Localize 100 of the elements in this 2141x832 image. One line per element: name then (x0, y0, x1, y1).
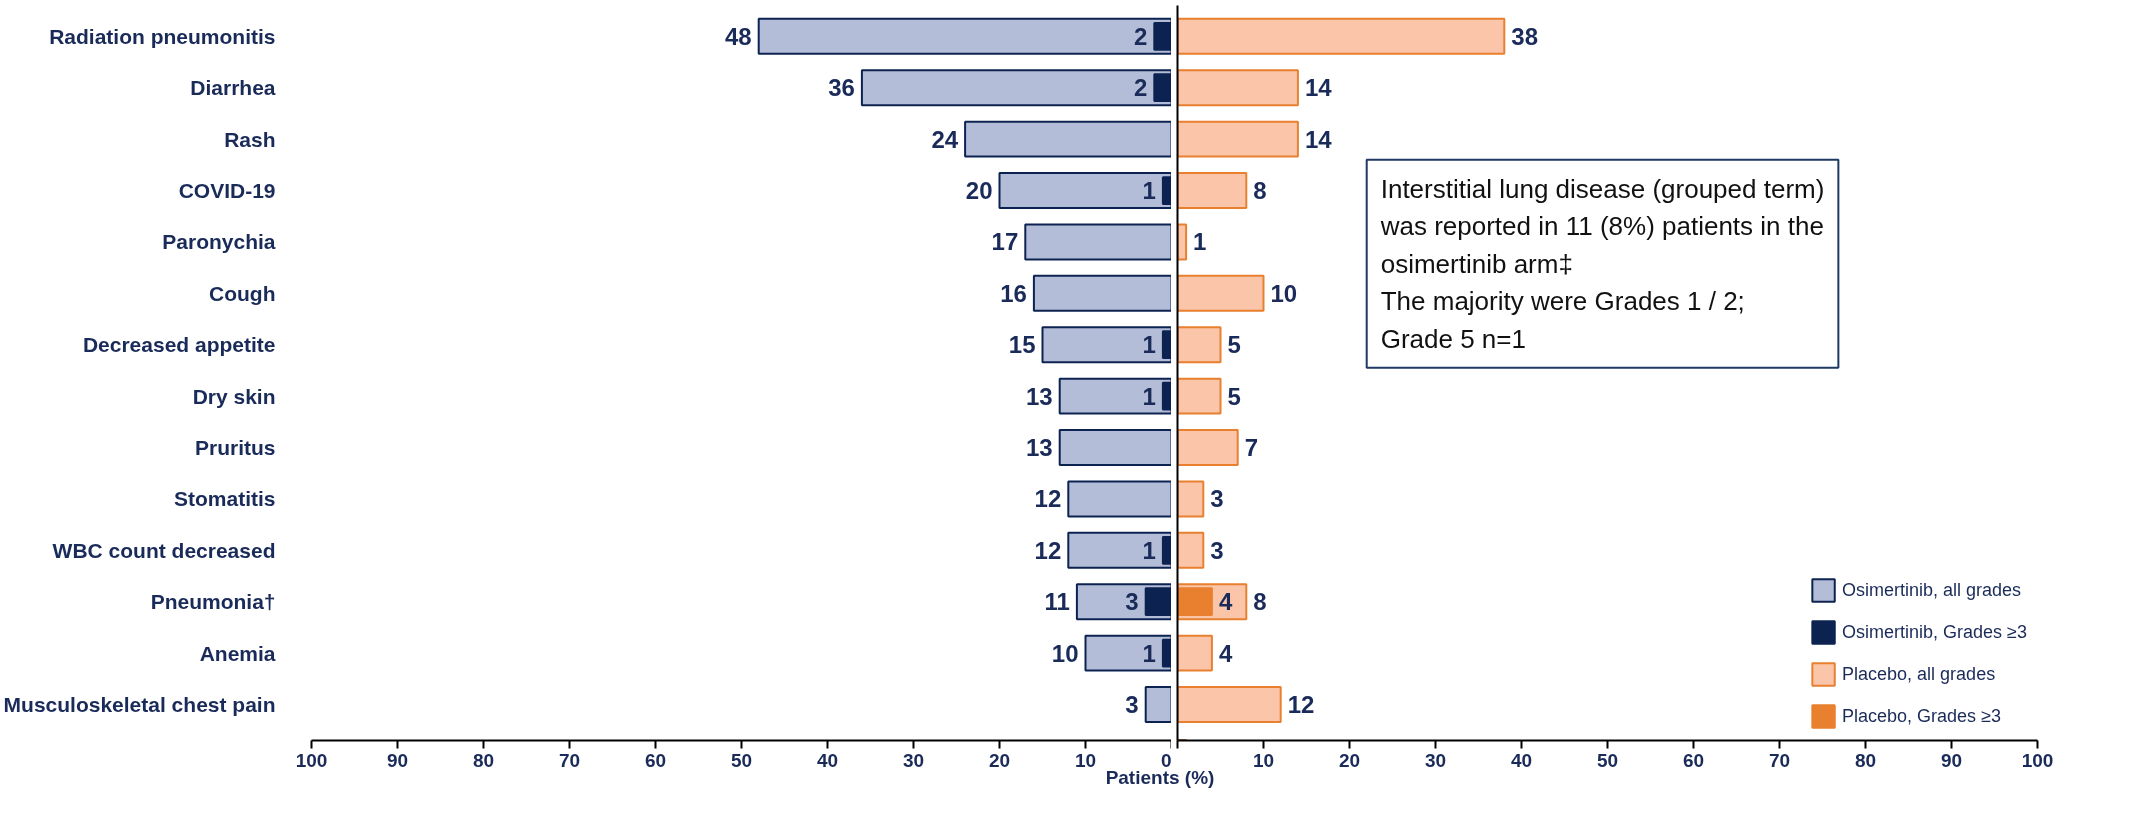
x-tick-label: 80 (1854, 749, 1877, 771)
data-label: 3 (1125, 588, 1139, 616)
data-label: 1 (1193, 228, 1207, 256)
bar (1058, 377, 1171, 415)
y-tick-label: Diarrhea (190, 76, 276, 100)
data-label: 36 (828, 74, 855, 102)
data-label: 16 (1000, 279, 1027, 307)
bar (757, 17, 1171, 55)
bar (1177, 172, 1248, 210)
data-label: 8 (1253, 588, 1267, 616)
y-tick-label: Paronychia (162, 230, 276, 254)
x-tick-label: 10 (1074, 749, 1097, 771)
bar (1177, 69, 1299, 107)
y-tick-label: Dry skin (192, 384, 276, 408)
data-label: 1 (1142, 639, 1156, 667)
x-tick-label: 10 (1252, 749, 1275, 771)
data-label: 3 (1125, 691, 1139, 719)
legend-label: Placebo, all grades (1842, 663, 1996, 685)
bar (1032, 274, 1171, 312)
data-label: 7 (1244, 434, 1259, 462)
bar (1144, 686, 1171, 723)
legend-label: Osimertinib, Grades ≥3 (1842, 621, 2027, 643)
bar (1041, 326, 1171, 364)
data-label: 5 (1227, 382, 1241, 410)
data-label: 8 (1253, 177, 1267, 205)
y-tick-label: Decreased appetite (82, 333, 276, 357)
data-label: 4 (1218, 588, 1233, 616)
x-tick-label: 90 (386, 749, 409, 771)
bar (998, 172, 1171, 210)
data-label: 3 (1210, 536, 1224, 564)
x-tick-label: 40 (1510, 749, 1533, 771)
data-label: 1 (1142, 177, 1156, 205)
x-tick-label: 60 (644, 749, 667, 771)
legend-label: Placebo, Grades ≥3 (1842, 705, 2002, 727)
data-label: 3 (1210, 485, 1224, 513)
annotation: Interstitial lung disease (grouped term) was reported in 11 (8%) patients in the osimertinib arm‡ The majority were Grades 1 / 2; Grade 5 n=1 (1379, 173, 1825, 354)
data-label: 12 (1034, 485, 1062, 513)
y-tick-label: Cough (209, 281, 276, 305)
legend-label: Osimertinib, all grades (1842, 579, 2022, 601)
y-tick-label: Pneumonia† (150, 590, 276, 614)
x-tick-label: 60 (1682, 749, 1705, 771)
bar (1177, 686, 1282, 723)
data-label: 11 (1044, 588, 1070, 616)
data-label: 15 (1008, 331, 1036, 359)
y-tick-label: WBC count decreased (52, 538, 276, 562)
y-tick-label: Rash (224, 127, 276, 151)
bar (1067, 531, 1171, 569)
data-label: 48 (725, 22, 752, 50)
x-tick-label: 80 (472, 749, 495, 771)
x-tick-label: 20 (1338, 749, 1361, 771)
data-label: 1 (1142, 536, 1156, 564)
bar (1177, 480, 1205, 518)
y-tick-label: Stomatitis (173, 487, 276, 511)
x-tick-label: 100 (2021, 749, 2054, 771)
bar (1058, 429, 1171, 466)
bar (1177, 531, 1205, 569)
data-label: 10 (1051, 639, 1079, 667)
x-tick-label: 20 (988, 749, 1011, 771)
bar (1177, 634, 1213, 672)
data-label: 10 (1270, 279, 1298, 307)
data-label: 1 (1142, 382, 1156, 410)
x-tick-label: 70 (558, 749, 581, 771)
bar (1067, 480, 1171, 518)
x-tick-label: 30 (1424, 749, 1447, 771)
bar (1177, 17, 1506, 55)
y-tick-label: COVID-19 (178, 179, 276, 203)
data-label: 13 (1026, 382, 1053, 410)
x-tick-label: 40 (816, 749, 839, 771)
y-tick-label: Radiation pneumonitis (49, 24, 276, 48)
bar (964, 120, 1171, 158)
bar (1024, 223, 1171, 261)
data-label: 14 (1304, 125, 1333, 153)
x-tick-label: 90 (1940, 749, 1963, 771)
data-label: 1 (1142, 331, 1156, 359)
data-label: 12 (1034, 536, 1062, 564)
x-tick-label: 50 (730, 749, 753, 771)
bar (1084, 634, 1171, 672)
y-tick-label: Musculoskeletal chest pain (3, 693, 276, 717)
y-tick-label: Anemia (199, 641, 276, 665)
data-label: 38 (1511, 22, 1538, 50)
data-label: 14 (1304, 74, 1333, 102)
data-label: 17 (991, 228, 1019, 256)
data-label: 13 (1026, 434, 1053, 462)
data-label: 4 (1218, 639, 1233, 667)
data-label: 2 (1133, 22, 1148, 50)
x-tick-label: 100 (295, 749, 328, 771)
bar (1177, 377, 1222, 415)
bar (1177, 274, 1265, 312)
bar (860, 69, 1171, 107)
data-label: 24 (931, 125, 959, 153)
bar (1177, 120, 1299, 158)
data-label: 20 (965, 177, 993, 205)
bar (1177, 429, 1239, 466)
data-label: 5 (1227, 331, 1241, 359)
x-tick-label: 70 (1768, 749, 1791, 771)
x-tick-label: 30 (902, 749, 925, 771)
y-tick-label: Pruritus (194, 436, 276, 460)
data-label: 12 (1287, 691, 1315, 719)
data-label: 2 (1133, 74, 1148, 102)
x-tick-label: 50 (1596, 749, 1619, 771)
